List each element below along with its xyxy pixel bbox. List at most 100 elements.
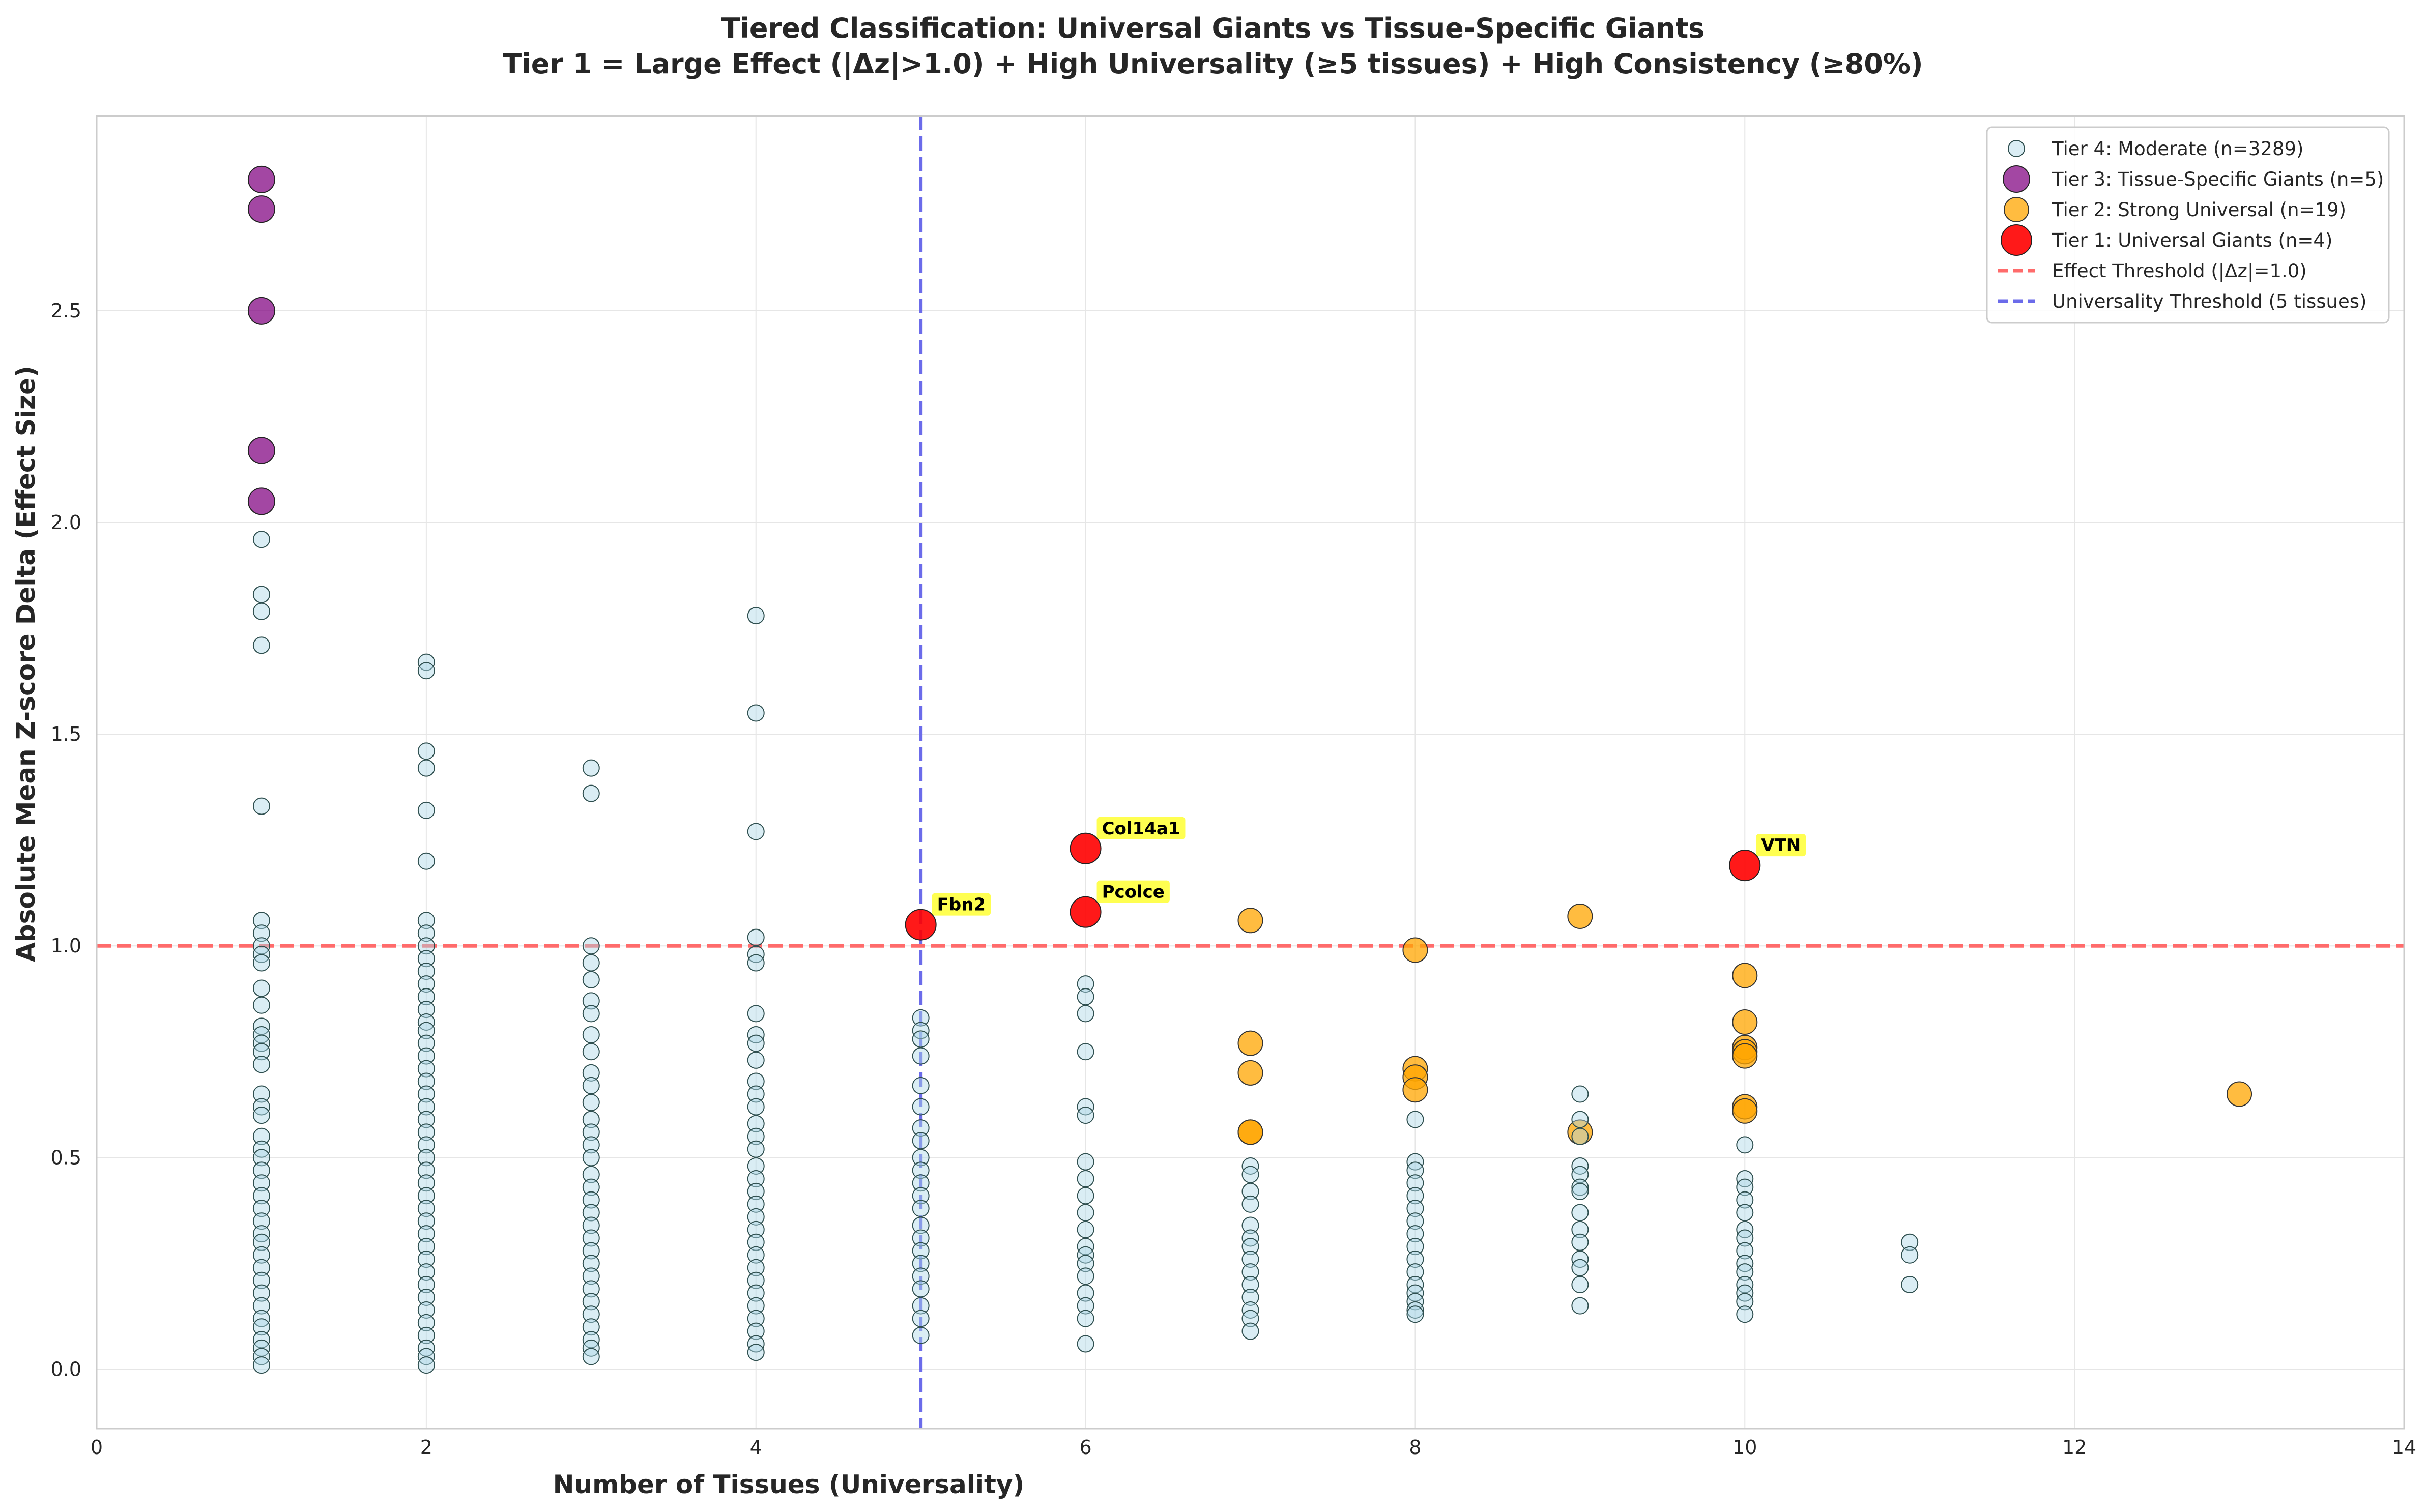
- tier4-point: [252, 1174, 270, 1192]
- tier4-point: [747, 1115, 765, 1132]
- tier4-point: [582, 1242, 600, 1260]
- gene-annotation: Col14a1: [1096, 817, 1186, 839]
- tier4-point: [912, 1229, 930, 1247]
- tier4-point: [582, 1149, 600, 1167]
- tier4-point: [912, 1132, 930, 1150]
- tier4-point: [252, 1297, 270, 1315]
- tier4-point: [417, 963, 435, 980]
- tier1-point: [905, 909, 937, 941]
- x-tick-label: 6: [1079, 1436, 1091, 1459]
- tier4-point: [747, 1284, 765, 1302]
- annotation-label: Col14a1: [1102, 819, 1180, 839]
- tier4-point: [417, 759, 435, 777]
- tier4-point: [252, 1107, 270, 1124]
- tier2-point: [1567, 903, 1593, 929]
- tier4-point: [417, 1212, 435, 1230]
- legend-entry-label: Tier 3: Tissue-Specific Giants (n=5): [2052, 168, 2384, 190]
- tier4-point: [252, 1127, 270, 1145]
- tier4-point: [1571, 1276, 1589, 1294]
- tier4-point: [1077, 1005, 1094, 1023]
- tier4-point: [582, 784, 600, 802]
- tier4-point: [252, 996, 270, 1014]
- tier4-point: [417, 1022, 435, 1039]
- tier4-point: [582, 1064, 600, 1082]
- tier4-point: [1736, 1204, 1754, 1222]
- tier4-point: [417, 1149, 435, 1167]
- y-tick-label: 0.5: [51, 1146, 81, 1169]
- legend-entry-label: Tier 1: Universal Giants (n=4): [2052, 229, 2332, 251]
- tier4-point: [747, 1072, 765, 1090]
- tier4-point: [1077, 975, 1094, 993]
- tier4-point: [417, 1301, 435, 1319]
- tier4-point: [582, 992, 600, 1010]
- tier4-point: [1901, 1276, 1919, 1294]
- tier4-point: [417, 1200, 435, 1217]
- tier4-point: [417, 937, 435, 955]
- annotation-background: [932, 893, 991, 916]
- tier4-point: [1241, 1276, 1259, 1294]
- tier1-point: [1070, 832, 1102, 864]
- tier4-point: [417, 1356, 435, 1374]
- tier4-point: [747, 1085, 765, 1103]
- tier4-point: [747, 1182, 765, 1200]
- tier4-point: [582, 1111, 600, 1128]
- tier2-point: [1402, 1077, 1428, 1103]
- tier2-point: [1732, 1009, 1758, 1035]
- tier4-point: [582, 1216, 600, 1234]
- tier4-point: [252, 1212, 270, 1230]
- tier3-point: [247, 487, 275, 515]
- tier4-point: [417, 1098, 435, 1116]
- tier4-point: [912, 1187, 930, 1205]
- tier4-point: [747, 1297, 765, 1315]
- tier4-point: [747, 1051, 765, 1069]
- tier4-point: [252, 1161, 270, 1179]
- tier2-point: [1402, 937, 1428, 963]
- y-tick-label: 2.0: [51, 511, 81, 534]
- x-tick-label: 12: [2062, 1436, 2087, 1459]
- tier4-point: [252, 1149, 270, 1167]
- tier4-point: [1406, 1212, 1424, 1230]
- tier4-point: [1406, 1301, 1424, 1319]
- tier4-point: [747, 1344, 765, 1361]
- tier4-point: [1077, 1153, 1094, 1171]
- tier3-point: [247, 437, 275, 464]
- tier4-point: [747, 704, 765, 722]
- tier4-point: [582, 1005, 600, 1023]
- tier4-point: [1736, 1178, 1754, 1196]
- y-tick-label: 2.5: [51, 300, 81, 322]
- tier4-point: [1406, 1111, 1424, 1128]
- highlight-points: [247, 165, 2252, 1145]
- data-points: [252, 531, 1919, 1374]
- tier4-point: [1736, 1242, 1754, 1260]
- x-tick-label: 10: [1732, 1436, 1757, 1459]
- tier2-point: [1732, 1043, 1758, 1069]
- tier4-point: [747, 1271, 765, 1289]
- tier4-point: [912, 1200, 930, 1217]
- tier4-point: [417, 852, 435, 870]
- tier4-point: [417, 1326, 435, 1344]
- tier4-point: [252, 1246, 270, 1264]
- tier4-point: [417, 1276, 435, 1294]
- tier2-point: [1237, 908, 1263, 934]
- tier4-point: [417, 988, 435, 1006]
- tier4-point: [1077, 1107, 1094, 1124]
- tier3-point: [247, 195, 275, 223]
- tier4-point: [1077, 1170, 1094, 1187]
- annotation-label: Fbn2: [937, 895, 986, 915]
- legend-entry-label: Universality Threshold (5 tissues): [2052, 290, 2366, 312]
- tier4-point: [1077, 1043, 1094, 1061]
- tier4-point: [1077, 988, 1094, 1006]
- tier1-point: [1729, 850, 1761, 882]
- tier4-point: [582, 759, 600, 777]
- tier4-point: [1077, 1284, 1094, 1302]
- tier4-point: [582, 954, 600, 972]
- tier4-point: [1077, 1220, 1094, 1238]
- tier4-point: [252, 924, 270, 942]
- tier4-point: [417, 1314, 435, 1331]
- tier4-point: [417, 1047, 435, 1065]
- tier4-point: [1571, 1127, 1589, 1145]
- x-tick-label: 14: [2392, 1436, 2416, 1459]
- tier2-point: [1732, 1098, 1758, 1124]
- tier4-point: [417, 1085, 435, 1103]
- tier4-point: [1077, 1267, 1094, 1285]
